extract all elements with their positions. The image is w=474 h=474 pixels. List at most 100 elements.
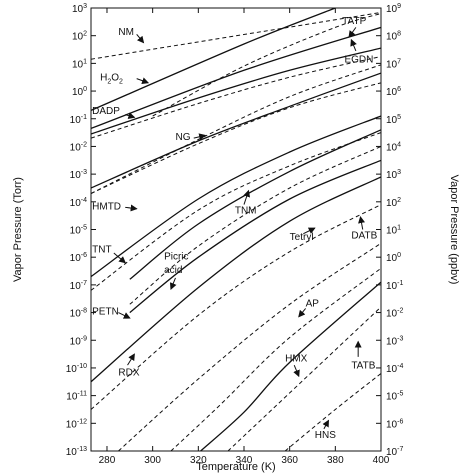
label-arrow [358, 216, 365, 230]
y2-tick-label: 102 [386, 197, 401, 209]
label-arrow [293, 364, 300, 378]
y2-tick-label: 105 [386, 114, 401, 126]
label-dadp: DADP [92, 106, 120, 117]
y-tick-label: 10-1 [70, 114, 87, 126]
y-tick-label: 101 [72, 58, 87, 70]
series-tatp [91, 8, 336, 111]
series-petn [91, 176, 381, 383]
x-tick-label: 320 [190, 455, 207, 466]
label-h: H2O2 [100, 73, 123, 86]
label-arrow [118, 312, 131, 319]
y2-tick-label: 10-3 [386, 335, 403, 347]
label-egdn: EGDN [344, 55, 373, 66]
label-arrow [125, 112, 136, 119]
label-arrow [169, 277, 177, 290]
x-tick-label: 300 [144, 455, 161, 466]
series-curve-dashed-2 [91, 82, 381, 194]
label-tatp: TATP [342, 16, 366, 27]
label-arrow [136, 77, 150, 84]
y2-tick-label: 104 [386, 141, 401, 153]
series-curve-dashed-9 [170, 267, 381, 451]
plot-frame [90, 7, 382, 452]
series-egdn [152, 13, 381, 117]
label-tetryl: Tetryl [290, 232, 314, 243]
x-tick-label: 360 [281, 455, 298, 466]
x-tick-label: 400 [373, 455, 390, 466]
label-datb: DATB [351, 231, 377, 242]
x-tick-label: 280 [99, 455, 116, 466]
label-arrow [350, 38, 357, 52]
curve-labels-layer: NM TATP EGDN H2O2 DADP NG HMTD TNM TNT Picric acid… [92, 16, 377, 441]
label-arrow [298, 308, 307, 318]
y-tick-label: 10-12 [66, 418, 87, 430]
y2-tick-label: 10-5 [386, 391, 403, 403]
y2-tick-label: 107 [386, 58, 401, 70]
y-tick-label: 10-10 [66, 363, 87, 375]
series-h2o2 [91, 26, 381, 130]
series-hns [284, 373, 381, 451]
label-picric: Picric [164, 251, 188, 262]
curves-layer [91, 8, 381, 451]
series-ap [118, 242, 381, 451]
label-petn: PETN [92, 307, 119, 318]
y-tick-label: 10-6 [70, 252, 87, 264]
series-datb [129, 159, 381, 314]
y2-tick-label: 103 [386, 169, 401, 181]
label-ap: AP [306, 298, 320, 309]
series-picric-acid [91, 132, 381, 291]
series-rdx [91, 204, 381, 410]
y2-axis-title: Vapor Pressure (ppbv) [448, 175, 460, 285]
series-tatb [227, 306, 381, 451]
y-axis-title: Vapor Pressure (Torr) [12, 177, 24, 282]
y2-tick-label: 10-6 [386, 418, 403, 430]
y2-tick-label: 10-2 [386, 308, 403, 320]
label-arrow [136, 33, 145, 44]
label-tatb: TATB [351, 361, 375, 372]
series-nm [91, 11, 381, 60]
y-tick-label: 10-8 [70, 308, 87, 320]
label-arrow [113, 252, 127, 264]
x-tick-label: 380 [327, 455, 344, 466]
x-axis-title: Temperature (K) [196, 461, 275, 473]
y-tick-label: 10-13 [66, 446, 87, 458]
label-hmtd: HMTD [92, 201, 121, 212]
y2-tick-label: 106 [386, 86, 401, 98]
label-nm: NM [118, 27, 134, 38]
y2-tick-label: 10-4 [386, 363, 403, 375]
y-tick-label: 10-4 [70, 197, 87, 209]
label-tnt: TNT [92, 244, 111, 255]
label-rdx: RDX [118, 368, 139, 379]
y-tick-label: 10-9 [70, 335, 87, 347]
y-tick-label: 103 [72, 3, 87, 15]
series-hmtd [91, 72, 381, 189]
y-tick-label: 100 [72, 86, 87, 98]
label-tnm: TNM [235, 206, 257, 217]
y2-tick-label: 10-1 [386, 280, 403, 292]
y-tick-label: 10-5 [70, 225, 87, 237]
arrows-layer [113, 27, 365, 430]
label-arrow [125, 204, 138, 212]
y-tick-label: 102 [72, 31, 87, 43]
y2-tick-label: 108 [386, 31, 401, 43]
series-tnt [91, 115, 381, 278]
label-arrow [243, 189, 251, 205]
x-tick-label: 340 [236, 455, 253, 466]
series-tetryl [129, 145, 381, 305]
axes-layer: 280 300 320 340 360 380 400 10-13 10-12 10-11 10-1… [66, 3, 404, 466]
y2-tick-label: 10-7 [386, 446, 403, 458]
label-hmx: HMX [285, 354, 308, 365]
label-arrow [303, 227, 316, 235]
y-tick-label: 10-3 [70, 169, 87, 181]
series-ng [91, 56, 381, 139]
y2-tick-label: 100 [386, 252, 401, 264]
label-hns: HNS [315, 430, 336, 441]
label-arrow [127, 353, 135, 366]
y-tick-label: 10-2 [70, 141, 87, 153]
label-arrow [322, 419, 329, 430]
y2-tick-label: 101 [386, 225, 401, 237]
series-hmx [200, 281, 381, 451]
y2-tick-label: 109 [386, 3, 401, 15]
label-arrow [193, 133, 207, 141]
y-tick-label: 10-11 [66, 391, 87, 403]
